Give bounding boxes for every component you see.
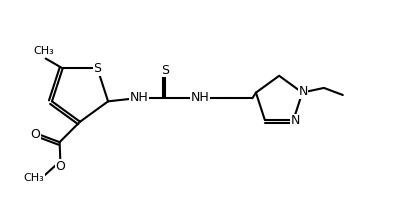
Text: O: O — [30, 128, 40, 141]
Text: CH₃: CH₃ — [33, 46, 54, 56]
Text: N: N — [299, 85, 308, 98]
Text: N: N — [291, 114, 300, 127]
Text: NH: NH — [129, 91, 148, 104]
Text: NH: NH — [191, 91, 209, 104]
Text: CH₃: CH₃ — [24, 173, 44, 183]
Text: S: S — [93, 62, 101, 75]
Text: O: O — [55, 160, 65, 173]
Text: S: S — [162, 64, 169, 77]
